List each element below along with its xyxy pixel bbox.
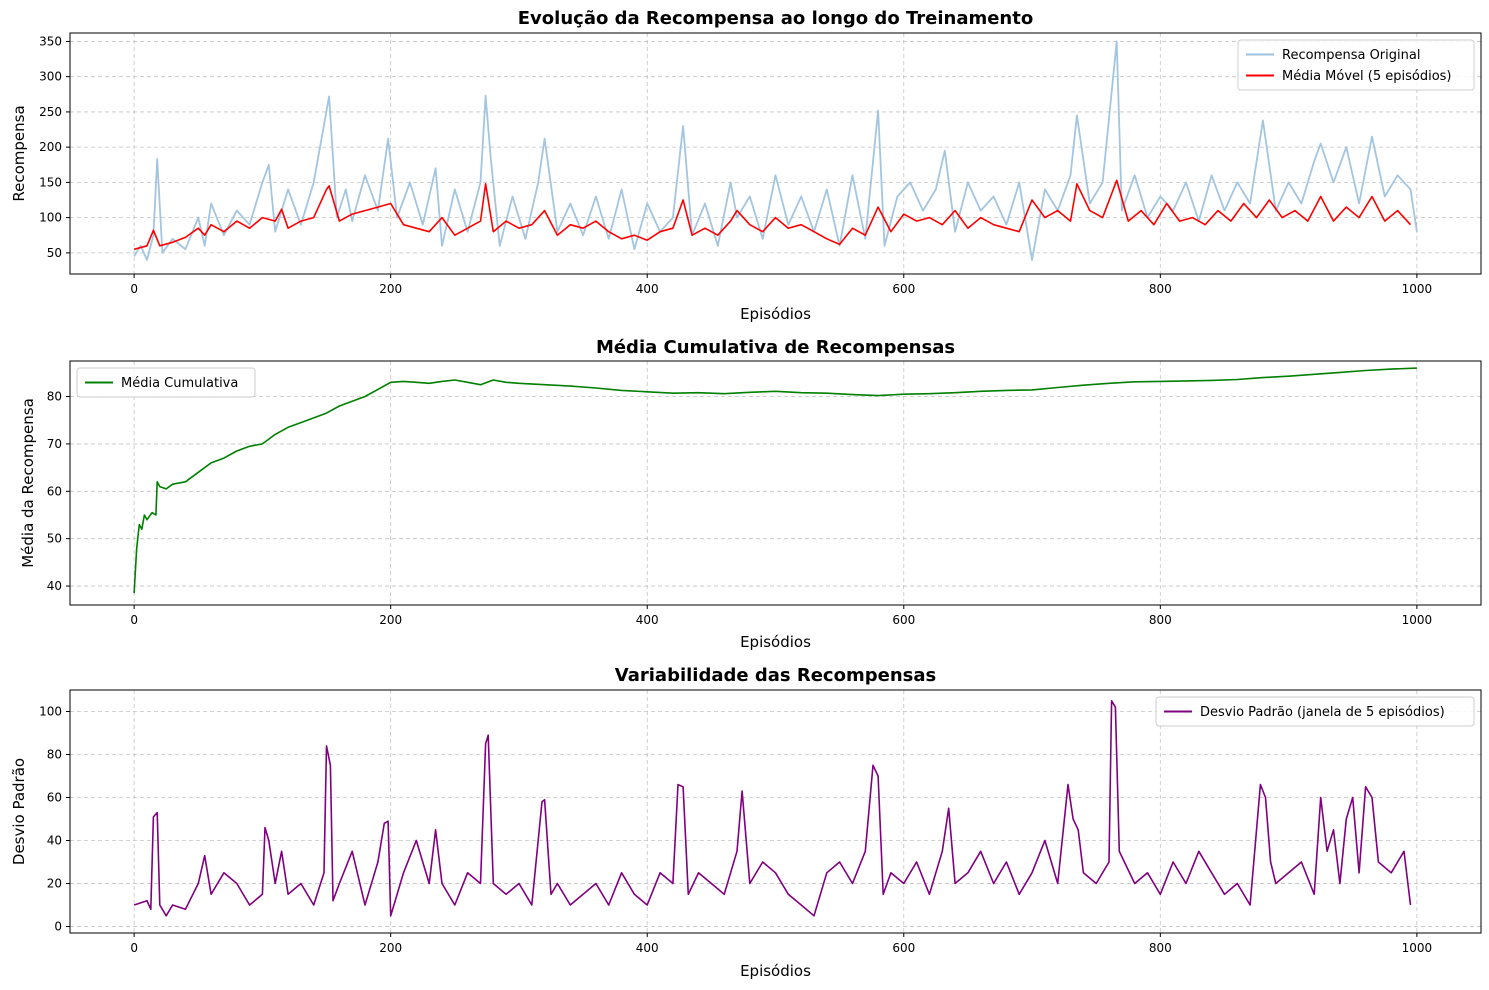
y-tick-label: 40 [47, 834, 62, 848]
x-tick-label: 800 [1149, 941, 1172, 955]
chart-title: Média Cumulativa de Recompensas [596, 337, 955, 358]
x-axis-label: Episódios [740, 633, 811, 651]
y-tick-label: 150 [39, 175, 62, 189]
chart-panel-3: 0 200 400 600 800 1000 0 20 40 60 80 100 Variabilida… [10, 665, 1482, 980]
y-axis-label: Desvio Padrão [10, 758, 28, 865]
y-tick-label: 200 [39, 140, 62, 154]
legend: Recompensa Original Média Móvel (5 episód… [1237, 39, 1475, 91]
x-tick-label: 600 [892, 941, 915, 955]
chart-panel-1: 0 200 400 600 800 1000 50 100 150 200 250 300 350 Evo… [10, 8, 1482, 323]
x-tick-label: 400 [636, 282, 659, 296]
legend-label: Recompensa Original [1282, 48, 1420, 63]
y-tick-label: 70 [47, 437, 62, 451]
y-tick-label: 250 [39, 105, 62, 119]
y-tick-label: 20 [47, 877, 62, 891]
y-tick-label: 80 [47, 748, 62, 762]
series-line-1 [133, 40, 1418, 261]
plot-frame [69, 689, 1482, 934]
series-line-1 [133, 367, 1417, 594]
x-tick-label: 800 [1149, 282, 1172, 296]
y-tick-label: 60 [47, 484, 62, 498]
legend: Média Cumulativa [76, 367, 256, 398]
legend-label: Desvio Padrão (janela de 5 episódios) [1200, 705, 1445, 720]
x-tick-label: 200 [379, 282, 402, 296]
x-tick-label: 1000 [1402, 613, 1433, 627]
y-tick-label: 40 [47, 579, 62, 593]
legend-label: Média Cumulativa [121, 376, 238, 391]
x-tick-label: 400 [636, 941, 659, 955]
legend-box [1155, 696, 1475, 727]
x-tick-label: 0 [130, 613, 138, 627]
legend-label: Média Móvel (5 episódios) [1282, 69, 1452, 84]
y-tick-label: 50 [47, 532, 62, 546]
y-axis-label: Recompensa [10, 105, 28, 201]
x-tick-label: 600 [892, 282, 915, 296]
x-tick-label: 200 [379, 941, 402, 955]
x-tick-label: 400 [636, 613, 659, 627]
series-line-1 [133, 700, 1412, 917]
chart-title: Evolução da Recompensa ao longo do Trein… [518, 8, 1033, 29]
y-tick-label: 350 [39, 34, 62, 48]
x-tick-label: 800 [1149, 613, 1172, 627]
chart-panel-2: 0 200 400 600 800 1000 40 50 60 70 80 Média Cumulat… [19, 337, 1482, 651]
x-tick-label: 200 [379, 613, 402, 627]
y-tick-label: 50 [47, 246, 62, 260]
x-tick-label: 1000 [1402, 941, 1433, 955]
y-tick-label: 80 [47, 390, 62, 404]
y-tick-label: 100 [39, 705, 62, 719]
y-axis-label: Média da Recompensa [19, 398, 37, 568]
x-tick-label: 600 [892, 613, 915, 627]
x-tick-label: 1000 [1402, 282, 1433, 296]
y-tick-label: 0 [54, 920, 62, 934]
legend-box [76, 367, 256, 398]
y-tick-label: 100 [39, 211, 62, 225]
legend-box [1237, 39, 1475, 91]
plot-frame [69, 360, 1482, 606]
x-tick-label: 0 [130, 282, 138, 296]
legend: Desvio Padrão (janela de 5 episódios) [1155, 696, 1475, 727]
x-tick-label: 0 [130, 941, 138, 955]
x-axis-label: Episódios [740, 305, 811, 323]
y-tick-label: 60 [47, 791, 62, 805]
series-line-2 [133, 179, 1412, 251]
plot-frame [69, 32, 1482, 275]
y-tick-label: 300 [39, 70, 62, 84]
x-axis-label: Episódios [740, 962, 811, 980]
chart-title: Variabilidade das Recompensas [615, 665, 936, 686]
